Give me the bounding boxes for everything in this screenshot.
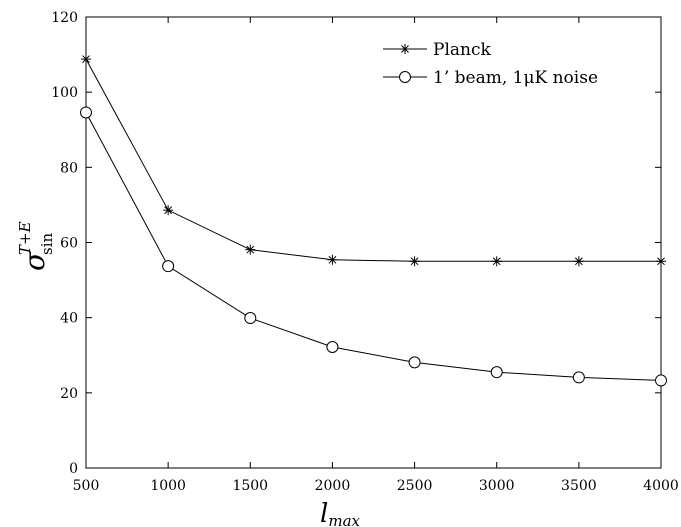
x-tick-label: 4000 [643,478,679,494]
data-point-beam-noise [408,356,421,369]
data-point-planck [81,54,91,65]
y-tick-label: 60 [60,236,78,252]
x-axis-title: lmax [320,499,360,527]
y-axis: 0 20 40 60 80 100 120 [51,10,661,477]
series-layer [80,54,667,387]
legend: Planck 1’ beam, 1μK noise [383,40,598,88]
y-tick-label: 20 [60,386,78,402]
y-axis-title-sup: T+E [16,221,34,255]
data-point-beam-noise [655,374,667,387]
series-line-planck [85,58,661,262]
data-point-beam-noise [80,106,92,119]
y-tick-label: 120 [51,10,78,26]
series-beam-noise [80,106,667,387]
legend-label-planck: Planck [433,40,491,60]
x-tick-label: 1500 [232,478,268,494]
legend-item-beam-noise: 1’ beam, 1μK noise [383,68,598,88]
data-point-planck [573,256,584,267]
data-point-beam-noise [244,312,257,325]
legend-item-planck: Planck [383,40,491,60]
data-point-beam-noise [162,260,175,273]
data-point-beam-noise [572,371,585,384]
x-axis-title-main: l [320,499,328,527]
data-point-planck [656,256,666,267]
x-tick-label: 2000 [315,478,351,494]
data-point-planck [491,256,502,267]
y-axis-title: σ T+E sin [16,221,56,271]
y-tick-label: 40 [60,311,78,327]
series-line-beam-noise [85,112,662,381]
y-tick-label: 80 [60,160,78,176]
legend-marker-beam-noise [399,71,411,83]
legend-marker-planck [400,44,410,54]
data-point-planck [327,254,338,265]
x-axis-title-sub: max [328,512,360,527]
data-point-planck [163,205,174,216]
data-point-beam-noise [326,340,339,353]
y-tick-label: 100 [51,85,78,101]
y-axis-title-main: σ [18,251,51,271]
y-tick-label: 0 [69,461,78,477]
series-planck [81,54,666,267]
x-tick-label: 3500 [561,478,597,494]
x-tick-label: 2500 [397,478,433,494]
data-point-planck [409,256,420,267]
x-axis: 500 1000 1500 2000 2500 3000 3500 4000 [73,17,679,494]
legend-label-beam-noise: 1’ beam, 1μK noise [433,68,598,88]
data-point-beam-noise [490,366,503,379]
data-point-planck [245,244,256,255]
x-tick-label: 500 [73,478,100,494]
y-axis-title-sub: sin [38,233,56,255]
x-tick-label: 3000 [479,478,515,494]
plot-area [85,16,662,469]
x-tick-label: 1000 [150,478,186,494]
